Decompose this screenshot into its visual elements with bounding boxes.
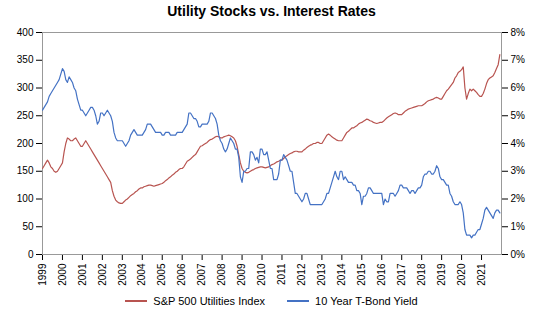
svg-text:2007: 2007 [196, 263, 207, 286]
svg-text:1999: 1999 [37, 263, 48, 286]
svg-text:2016: 2016 [376, 263, 387, 286]
svg-text:2015: 2015 [356, 263, 367, 286]
svg-text:2009: 2009 [236, 263, 247, 286]
svg-text:2019: 2019 [436, 263, 447, 286]
svg-text:350: 350 [17, 54, 34, 65]
svg-text:7%: 7% [511, 54, 526, 65]
svg-text:2021: 2021 [476, 263, 487, 286]
svg-text:6%: 6% [511, 82, 526, 93]
html-text:S&P 500 Utilities Index: S&P 500 Utilities Index [153, 295, 266, 307]
svg-text:2012: 2012 [296, 263, 307, 286]
svg-text:0%: 0% [511, 249, 526, 260]
svg-text:2004: 2004 [136, 263, 147, 286]
svg-text:100: 100 [17, 193, 34, 204]
svg-text:2017: 2017 [396, 263, 407, 286]
svg-text:2001: 2001 [77, 263, 88, 286]
svg-text:2%: 2% [511, 193, 526, 204]
svg-text:1%: 1% [511, 221, 526, 232]
svg-text:50: 50 [22, 221, 34, 232]
svg-text:300: 300 [17, 82, 34, 93]
svg-text:2002: 2002 [97, 263, 108, 286]
svg-text:2000: 2000 [57, 263, 68, 286]
svg-text:3%: 3% [511, 165, 526, 176]
svg-text:2006: 2006 [176, 263, 187, 286]
svg-text:2005: 2005 [156, 263, 167, 286]
svg-text:2018: 2018 [416, 263, 427, 286]
svg-text:2014: 2014 [336, 263, 347, 286]
svg-text:2008: 2008 [216, 263, 227, 286]
html-text:10 Year T-Bond Yield: 10 Year T-Bond Yield [315, 295, 418, 307]
svg-text:4%: 4% [511, 138, 526, 149]
svg-text:250: 250 [17, 110, 34, 121]
svg-text:2010: 2010 [256, 263, 267, 286]
html-text:Utility Stocks vs. Interest Ra: Utility Stocks vs. Interest Rates [167, 3, 376, 19]
svg-text:5%: 5% [511, 110, 526, 121]
svg-text:8%: 8% [511, 27, 526, 38]
svg-text:0: 0 [28, 249, 34, 260]
svg-text:2013: 2013 [316, 263, 327, 286]
svg-text:150: 150 [17, 165, 34, 176]
svg-text:400: 400 [17, 27, 34, 38]
svg-text:2003: 2003 [117, 263, 128, 286]
svg-text:200: 200 [17, 138, 34, 149]
svg-text:2020: 2020 [456, 263, 467, 286]
svg-text:2011: 2011 [276, 263, 287, 285]
